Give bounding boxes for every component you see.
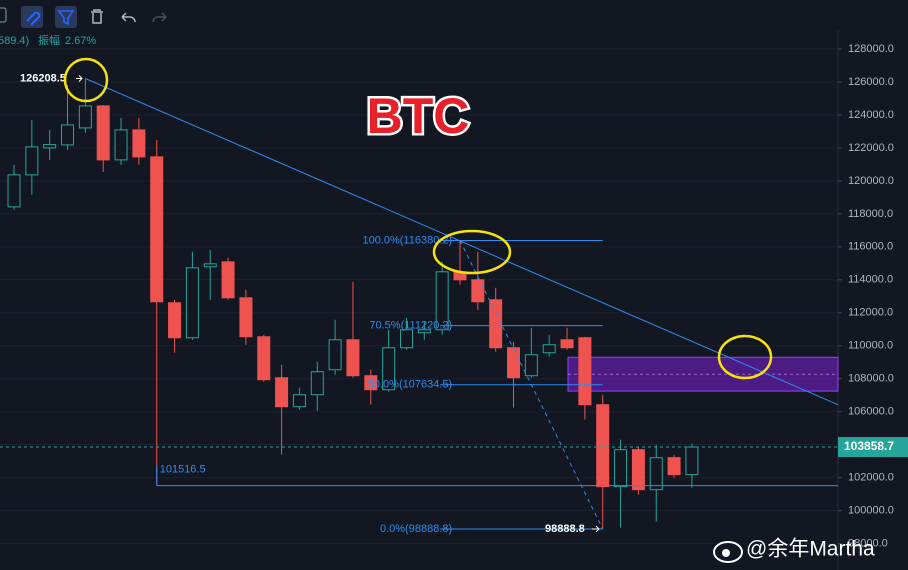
candle-body <box>7 174 21 208</box>
candle-body <box>310 371 324 396</box>
y-tick-label: 116000.0 <box>848 241 893 253</box>
circle <box>432 229 512 275</box>
candle-body <box>132 129 146 158</box>
y-tick-label: 100000.0 <box>848 505 894 517</box>
candle-body <box>96 105 110 161</box>
candle-body <box>61 124 75 146</box>
header-fragment: 589.4) <box>0 35 29 47</box>
candle-body <box>346 339 360 377</box>
fib-trend <box>459 240 604 530</box>
fib-label: 0.0%(98888.8) <box>380 523 452 535</box>
y-tick-label: 124000.0 <box>848 109 894 121</box>
amplitude-value: 2.67% <box>65 35 96 47</box>
weibo-logo-eye <box>722 549 730 557</box>
candle-body <box>25 146 39 176</box>
high-label: 126208.5 <box>20 72 66 84</box>
low-label: 98888.8 <box>545 523 585 535</box>
last-price-box <box>838 437 908 458</box>
candle-body <box>631 449 645 491</box>
trendline <box>85 78 839 406</box>
candle-body <box>399 329 413 349</box>
tool-redo[interactable] <box>152 12 167 23</box>
candle-body <box>471 279 485 303</box>
candle-body <box>417 329 431 334</box>
candle-body <box>507 347 521 379</box>
weibo-logo <box>713 541 743 563</box>
fib-label: 70.5%(111220.2) <box>369 320 452 332</box>
tool-icon[interactable] <box>0 7 7 23</box>
low-arrow <box>592 525 600 533</box>
candle-body <box>292 394 306 408</box>
y-tick-label: 120000.0 <box>848 175 894 187</box>
tool-undo[interactable] <box>121 12 136 23</box>
tool-delete[interactable] <box>91 9 103 24</box>
last-price-label: 103858.7 <box>844 439 894 453</box>
tool-filter-icon <box>57 10 75 26</box>
candle-body <box>43 144 57 149</box>
fib-label: 100.0%(116380.2) <box>362 234 452 246</box>
candle-body <box>560 339 574 349</box>
plot: 98000.0100000.0102000.0104000.0106000.01… <box>0 30 908 570</box>
y-tick-label: 122000.0 <box>848 142 894 154</box>
candle-body <box>114 129 128 161</box>
candle-body <box>78 105 92 129</box>
candle-body <box>524 354 538 377</box>
circle <box>63 57 109 103</box>
y-tick-label: 110000.0 <box>848 340 893 352</box>
candle-body <box>382 347 396 391</box>
toolbar-bg <box>0 0 908 30</box>
candle-body <box>185 267 199 339</box>
candle-body <box>239 297 253 338</box>
candle-body <box>275 377 289 408</box>
y-tick-label: 114000.0 <box>848 274 893 286</box>
candle-body <box>257 336 271 381</box>
watermark: @余年Martha <box>713 538 875 563</box>
high-arrow <box>76 75 83 82</box>
y-tick-label: 128000.0 <box>848 43 894 55</box>
circle <box>717 334 773 380</box>
candle-body <box>489 299 503 349</box>
y-tick-label: 108000.0 <box>848 373 894 385</box>
candle-body <box>168 302 182 339</box>
y-tick-label: 98000.0 <box>848 538 888 550</box>
candle-body <box>614 449 628 488</box>
candle-body <box>221 261 235 299</box>
candle-body <box>649 457 663 491</box>
toolbar <box>0 0 908 30</box>
candle-body <box>685 446 699 476</box>
y-tick-label: 118000.0 <box>848 208 893 220</box>
amplitude-label: 振幅 <box>38 33 60 47</box>
y-tick-label: 106000.0 <box>848 406 894 418</box>
tool-filter[interactable] <box>55 6 77 28</box>
tool-magnet-icon <box>26 11 41 26</box>
y-tick-label: 102000.0 <box>848 472 894 484</box>
candle-body <box>203 263 217 268</box>
candle-body <box>667 457 681 476</box>
fib-label: 50.0%(107634.5) <box>368 379 452 391</box>
highlight-circles <box>63 57 773 380</box>
watermark-text: @余年Martha <box>746 538 875 561</box>
candle-body <box>328 339 342 371</box>
chart-title: BTC <box>367 88 470 144</box>
support-label: 101516.5 <box>160 464 206 476</box>
candle-body <box>364 375 378 391</box>
candle-body <box>578 337 592 406</box>
y-tick-label: 126000.0 <box>848 76 894 88</box>
y-tick-label: 112000.0 <box>848 307 893 319</box>
candle-body <box>150 156 164 303</box>
candle-body <box>542 344 556 354</box>
candle-body <box>596 404 610 488</box>
candle-body <box>435 271 449 331</box>
